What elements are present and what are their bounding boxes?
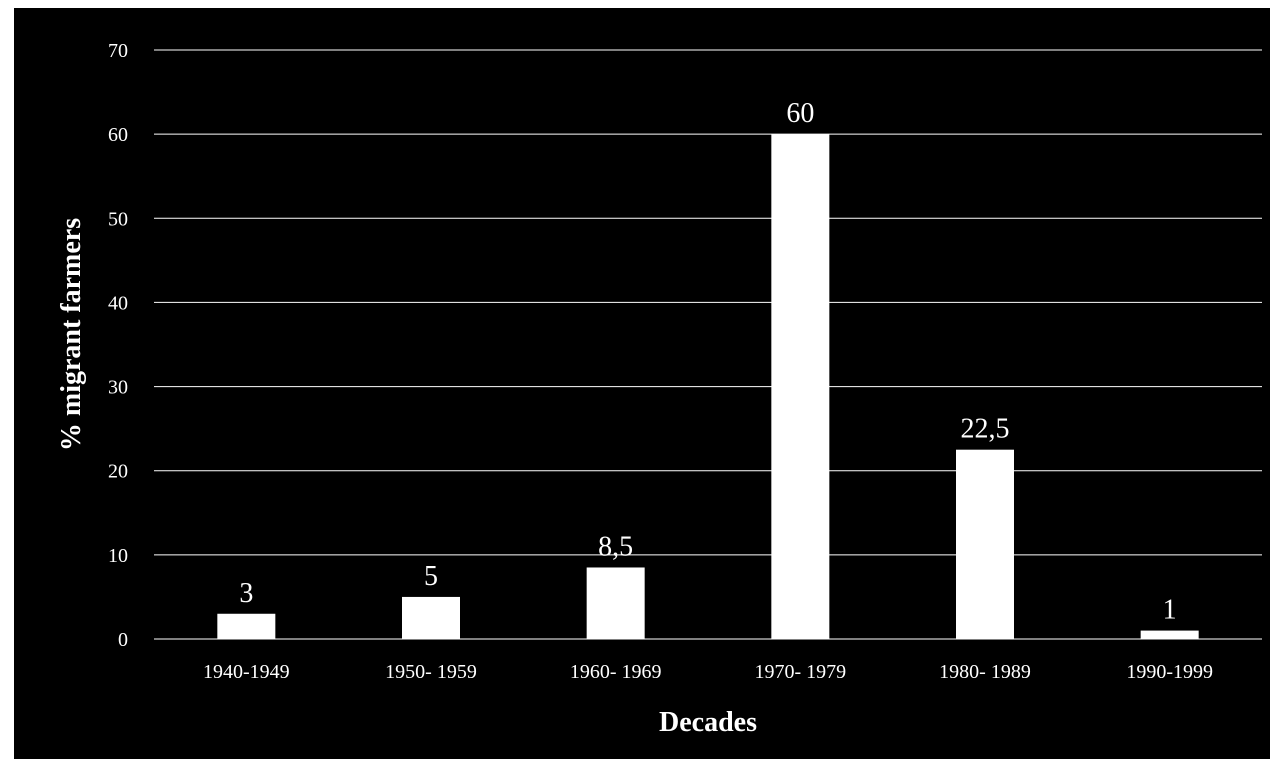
bar: [771, 134, 830, 639]
y-axis-title: % migrant farmers: [56, 218, 87, 451]
data-label: 60: [786, 98, 814, 129]
x-tick-label: 1980- 1989: [939, 661, 1031, 683]
bar: [586, 567, 645, 639]
x-tick-label: 1990-1999: [1126, 661, 1213, 683]
data-label: 1: [1163, 595, 1177, 626]
data-label: 8,5: [598, 531, 633, 562]
x-tick-label: 1950- 1959: [385, 661, 477, 683]
bar: [1140, 630, 1199, 639]
x-axis-title: Decades: [659, 707, 757, 738]
x-tick-labels: 1940-1949 1950- 1959 1960- 1969 1970- 1979 1…: [203, 661, 1213, 683]
y-tick-label: 60: [108, 124, 128, 146]
data-label: 3: [239, 578, 253, 609]
bar: [217, 613, 276, 639]
y-tick-label: 40: [108, 292, 128, 314]
y-tick-label: 10: [108, 545, 128, 567]
x-tick-label: 1940-1949: [203, 661, 290, 683]
bar: [956, 449, 1014, 639]
y-tick-label: 70: [108, 40, 128, 62]
data-label: 22,5: [961, 414, 1010, 445]
y-tick-label: 20: [108, 461, 128, 483]
y-tick-labels: 0 10 20 30 40 50 60 70: [108, 40, 128, 651]
y-tick-label: 30: [108, 377, 128, 399]
gridlines: [154, 49, 1262, 640]
y-tick-label: 0: [118, 629, 128, 651]
data-labels: 3 5 8,5 60 22,5 1: [239, 98, 1176, 625]
x-tick-label: 1970- 1979: [754, 661, 846, 683]
bars: [217, 134, 1199, 639]
data-label: 5: [424, 561, 438, 592]
bar: [402, 596, 460, 639]
x-tick-label: 1960- 1969: [570, 661, 662, 683]
y-tick-label: 50: [108, 208, 128, 230]
